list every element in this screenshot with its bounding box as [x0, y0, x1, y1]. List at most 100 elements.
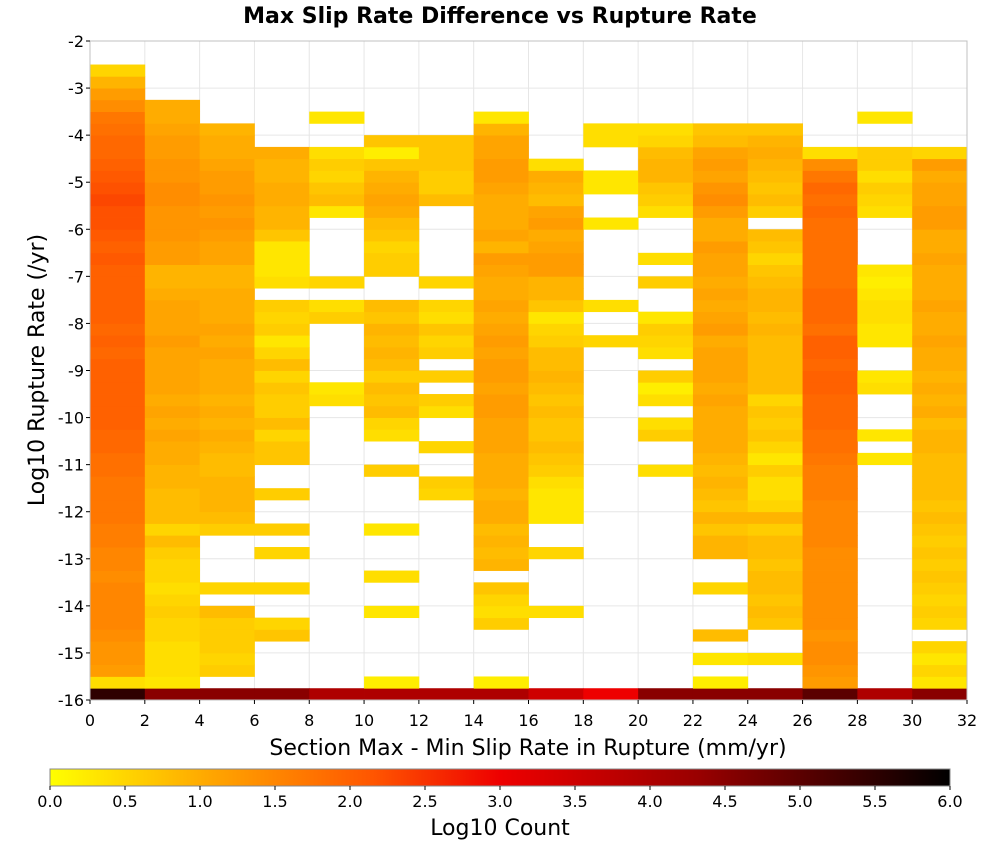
heatmap-cell: [802, 558, 858, 571]
heatmap-cell: [364, 158, 420, 171]
heatmap-cell: [364, 264, 420, 277]
heatmap-cell: [473, 464, 529, 477]
heatmap-cell: [912, 170, 968, 183]
heatmap-cell: [802, 594, 858, 607]
heatmap-cell: [638, 370, 694, 383]
heatmap-cell: [912, 570, 968, 583]
heatmap-cell: [364, 688, 420, 701]
y-tick-label: -12: [58, 503, 84, 522]
heatmap-cell: [747, 299, 803, 313]
heatmap-cell: [747, 499, 803, 513]
heatmap-cell: [802, 664, 858, 677]
heatmap-cell: [90, 394, 146, 407]
heatmap-cell: [692, 335, 749, 348]
heatmap-cell: [912, 217, 968, 230]
heatmap-cell: [364, 252, 420, 265]
heatmap-cell: [528, 464, 584, 477]
heatmap-cell: [473, 417, 529, 430]
heatmap-cell: [857, 158, 913, 171]
heatmap-cell: [528, 229, 584, 242]
heatmap-cell: [364, 170, 420, 183]
heatmap-cell: [638, 158, 694, 171]
heatmap-cell: [473, 217, 529, 230]
heatmap-cell: [90, 64, 146, 77]
heatmap-cell: [144, 488, 201, 501]
colorbar-tick-label: 1.5: [262, 792, 287, 811]
heatmap-cell: [364, 523, 420, 536]
heatmap-cell: [912, 499, 968, 513]
heatmap-cell: [473, 335, 529, 348]
heatmap-cell: [144, 241, 201, 254]
heatmap-cell: [90, 276, 146, 289]
heatmap-cell: [912, 688, 968, 701]
heatmap-cell: [90, 476, 146, 489]
heatmap-cell: [638, 252, 694, 265]
x-tick-label: 10: [354, 711, 374, 730]
heatmap-cell: [199, 441, 255, 454]
heatmap-cell: [747, 547, 803, 560]
heatmap-cell: [802, 193, 858, 207]
heatmap-cell: [473, 688, 529, 701]
heatmap-cell: [144, 641, 201, 654]
heatmap-cell: [144, 582, 201, 595]
heatmap-cell: [802, 688, 858, 701]
colorbar-tick-label: 3.0: [487, 792, 512, 811]
heatmap-cell: [144, 229, 201, 242]
y-axis-label: Log10 Rupture Rate (/yr): [25, 234, 50, 506]
y-tick-label: -2: [68, 32, 84, 51]
heatmap-cell: [802, 547, 858, 560]
x-tick-label: 16: [518, 711, 538, 730]
heatmap-cell: [473, 394, 529, 407]
heatmap-cell: [473, 488, 529, 501]
colorbar: [49, 768, 951, 787]
heatmap-cell: [309, 299, 365, 313]
heatmap-cell: [473, 676, 529, 689]
heatmap-cell: [638, 170, 694, 183]
heatmap-cell: [528, 499, 584, 513]
heatmap-cell: [144, 629, 201, 642]
heatmap-cell: [90, 323, 146, 336]
heatmap-cell: [692, 123, 749, 136]
heatmap-cell: [802, 523, 858, 536]
heatmap-cell: [144, 135, 201, 148]
heatmap-cell: [199, 311, 255, 324]
x-tick-label: 26: [792, 711, 812, 730]
heatmap-cell: [199, 276, 255, 289]
heatmap-cell: [254, 394, 310, 407]
y-axis-ticks: -2 -3 -4 -5 -6 -7 -8 -9 -10 -11 -12 -13 -14 -15 -16: [58, 32, 90, 710]
heatmap-cell: [473, 617, 529, 630]
heatmap-cell: [692, 476, 749, 489]
heatmap-cell: [364, 464, 420, 477]
heatmap-cell: [254, 182, 310, 195]
heatmap-cell: [638, 123, 694, 136]
heatmap-cell: [364, 217, 420, 230]
heatmap-cell: [199, 158, 255, 171]
x-tick-label: 24: [738, 711, 758, 730]
heatmap-cell: [802, 535, 858, 548]
colorbar-ticks: 0.0 0.5 1.0 1.5 2.0 2.5 3.0 3.5 4.0 4.5 5.0 5.5 6.0: [37, 786, 963, 811]
heatmap-cell: [857, 382, 913, 395]
heatmap-cell: [747, 311, 803, 324]
heatmap-cell: [144, 182, 201, 195]
heatmap-cell: [912, 676, 968, 689]
heatmap-cell: [473, 182, 529, 195]
heatmap-cell: [473, 582, 529, 595]
heatmap-cell: [199, 288, 255, 301]
heatmap-cell: [747, 193, 803, 207]
heatmap-cell: [747, 476, 803, 489]
heatmap-cell: [528, 299, 584, 313]
heatmap-cell: [692, 488, 749, 501]
heatmap-cell: [473, 370, 529, 383]
heatmap-cell: [144, 158, 201, 171]
heatmap-cell: [199, 664, 255, 677]
heatmap-cell: [747, 617, 803, 630]
heatmap-cell: [857, 111, 913, 124]
heatmap-cell: [199, 323, 255, 336]
heatmap-cell: [199, 405, 255, 418]
heatmap-cell: [912, 394, 968, 407]
heatmap-cell: [199, 641, 255, 654]
heatmap-cell: [692, 299, 749, 313]
heatmap-cell: [199, 252, 255, 265]
heatmap-cell: [418, 346, 475, 360]
heatmap-cell: [473, 252, 529, 265]
